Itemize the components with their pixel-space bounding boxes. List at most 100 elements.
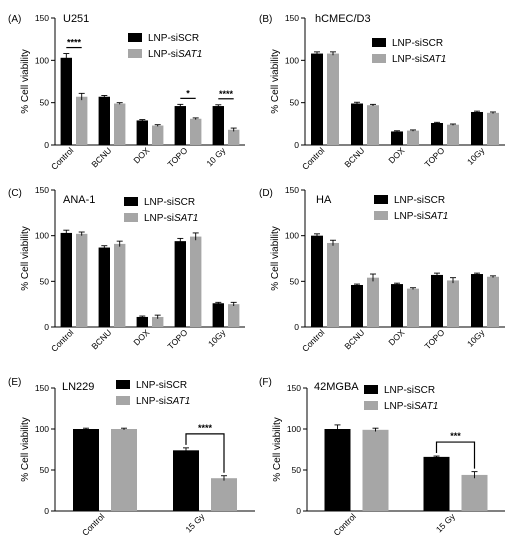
bar-sisat1 xyxy=(447,124,459,145)
y-axis-label: % Cell viability xyxy=(20,49,31,113)
bar-siscr xyxy=(311,53,323,146)
y-tick-label: 100 xyxy=(35,55,49,65)
y-tick-label: 0 xyxy=(294,322,299,332)
panel-0: 0 50 100 150 % Cell viability (A) U251 Control B… xyxy=(8,13,245,172)
legend-label: LNP-siSCR xyxy=(384,385,435,396)
x-tick-label: BCNU xyxy=(342,145,366,169)
legend-swatch xyxy=(374,211,388,220)
y-tick-label: 0 xyxy=(294,140,299,150)
significance-label: **** xyxy=(198,423,213,433)
bar-sisat1 xyxy=(407,130,419,145)
bar-siscr xyxy=(60,232,72,327)
y-tick-label: 150 xyxy=(35,185,49,195)
x-tick-label: TOPO xyxy=(165,327,189,351)
x-tick-label: DOX xyxy=(131,327,151,347)
bar-siscr xyxy=(431,122,443,145)
legend-swatch xyxy=(374,195,388,204)
bar-sisat1 xyxy=(211,478,237,511)
y-tick-label: 50 xyxy=(290,98,300,108)
bar-siscr xyxy=(98,247,110,327)
y-tick-label: 150 xyxy=(287,383,301,393)
bar-sisat1 xyxy=(111,429,137,511)
chart-title: ANA-1 xyxy=(63,194,95,206)
bar-sisat1 xyxy=(367,277,379,327)
chart-title: LN229 xyxy=(62,381,94,393)
bar-siscr xyxy=(136,120,148,145)
bar-siscr xyxy=(73,429,99,511)
bar-sisat1 xyxy=(407,288,419,327)
x-tick-label: Control xyxy=(331,511,358,538)
legend-swatch xyxy=(364,385,378,394)
significance-bracket xyxy=(185,433,225,473)
bar-sisat1 xyxy=(327,242,339,327)
x-tick-label: 10Gy xyxy=(465,327,487,349)
legend-label-gene: SAT1 xyxy=(166,396,190,407)
bar-sisat1 xyxy=(76,233,88,327)
significance-bracket xyxy=(435,441,476,469)
x-tick-label: BCNU xyxy=(89,145,113,169)
legend-swatch xyxy=(116,396,130,405)
legend-label: LNP-siSCR xyxy=(144,197,195,208)
y-axis-label: % Cell viability xyxy=(270,49,281,113)
legend-label: LNP-siSCR xyxy=(394,195,445,206)
x-tick-label: 10 Gy xyxy=(204,145,228,169)
panel-label: (A) xyxy=(8,14,21,25)
panel-1: 0 50 100 150 % Cell viability (B) hCMEC/D3 Cont… xyxy=(259,13,505,172)
panel-label: (C) xyxy=(8,188,22,199)
legend-swatch xyxy=(128,49,142,58)
y-tick-label: 150 xyxy=(285,13,299,23)
bar-siscr xyxy=(471,111,483,145)
bar-siscr xyxy=(212,303,224,327)
x-tick-label: Control xyxy=(300,327,327,354)
y-tick-label: 0 xyxy=(296,506,301,516)
y-tick-label: 0 xyxy=(44,140,49,150)
y-axis-label: % Cell viability xyxy=(272,417,283,481)
bar-sisat1 xyxy=(228,304,240,327)
bar-siscr xyxy=(391,131,403,145)
bar-sisat1 xyxy=(447,280,459,327)
y-tick-label: 150 xyxy=(35,383,49,393)
bar-sisat1 xyxy=(461,474,488,511)
legend-label: LNP-siSAT1 xyxy=(392,54,446,65)
bar-sisat1 xyxy=(228,129,240,145)
panel-label: (E) xyxy=(8,377,21,388)
legend-swatch xyxy=(116,380,130,389)
y-axis-label: % Cell viability xyxy=(270,226,281,290)
bar-sisat1 xyxy=(114,103,126,145)
legend-swatch xyxy=(372,54,386,63)
y-tick-label: 50 xyxy=(290,276,300,286)
x-tick-label: DOX xyxy=(386,145,406,165)
panel-3: 0 50 100 150 % Cell viability (D) HA Control BCN… xyxy=(259,185,505,354)
legend-label: LNP-siSAT1 xyxy=(144,213,198,224)
x-tick-label: TOPO xyxy=(165,145,189,169)
legend-swatch xyxy=(372,38,386,47)
bar-sisat1 xyxy=(327,53,339,146)
legend-label: LNP-siSAT1 xyxy=(384,401,438,412)
panel-2: 0 50 100 150 % Cell viability (C) ANA-1 Control… xyxy=(8,185,245,354)
bar-sisat1 xyxy=(152,316,164,327)
panel-label: (F) xyxy=(259,377,272,388)
x-tick-label: BCNU xyxy=(89,327,113,351)
y-tick-label: 100 xyxy=(287,424,301,434)
bar-siscr xyxy=(351,103,363,145)
x-tick-label: Control xyxy=(49,327,76,354)
legend-label: LNP-siSAT1 xyxy=(136,396,190,407)
legend-swatch xyxy=(124,197,138,206)
legend-label-prefix: LNP-si xyxy=(144,213,174,224)
legend-label-prefix: LNP-si xyxy=(394,211,424,222)
bar-sisat1 xyxy=(487,112,499,145)
x-tick-label: 15 Gy xyxy=(434,511,458,535)
chart-title: U251 xyxy=(63,13,89,25)
y-tick-label: 150 xyxy=(285,185,299,195)
bar-siscr xyxy=(173,450,199,511)
bar-sisat1 xyxy=(114,243,126,327)
x-tick-label: Control xyxy=(300,145,327,172)
legend-label: LNP-siSCR xyxy=(136,380,187,391)
chart-title: HA xyxy=(316,194,332,206)
chart-title: hCMEC/D3 xyxy=(315,13,371,25)
legend-label-gene: SAT1 xyxy=(424,211,448,222)
bar-siscr xyxy=(351,284,363,327)
x-tick-label: TOPO xyxy=(422,145,446,169)
bar-sisat1 xyxy=(76,96,88,145)
legend-label-prefix: LNP-si xyxy=(148,49,178,60)
